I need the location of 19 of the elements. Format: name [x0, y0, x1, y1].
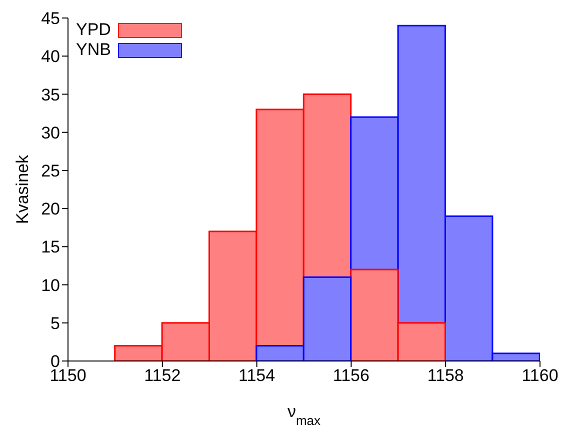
x-tick-label: 1154: [238, 366, 276, 386]
y-tick-label: 20: [41, 200, 60, 219]
x-tick-label: 1156: [332, 366, 370, 386]
y-tick-label: 40: [41, 47, 60, 66]
y-tick-label: 10: [41, 276, 60, 295]
x-axis-title: ν$_{max}$: [287, 402, 322, 428]
legend-label: YNB: [76, 40, 112, 60]
y-axis-title: Kvasinek: [13, 154, 32, 224]
x-tick-label: 1150: [50, 366, 86, 386]
y-tick-label: 30: [41, 123, 60, 142]
y-tick-label: 25: [41, 161, 60, 180]
y-tick-label: 5: [50, 314, 60, 333]
x-tick-label: 1158: [427, 366, 464, 386]
legend-label: YPD: [76, 20, 112, 40]
x-tick-label: 1160: [522, 366, 558, 386]
y-tick-label: 15: [41, 238, 60, 257]
x-tick-label: 1152: [144, 366, 181, 386]
y-tick-label: 35: [41, 85, 60, 104]
y-tick-label: 45: [41, 9, 60, 28]
